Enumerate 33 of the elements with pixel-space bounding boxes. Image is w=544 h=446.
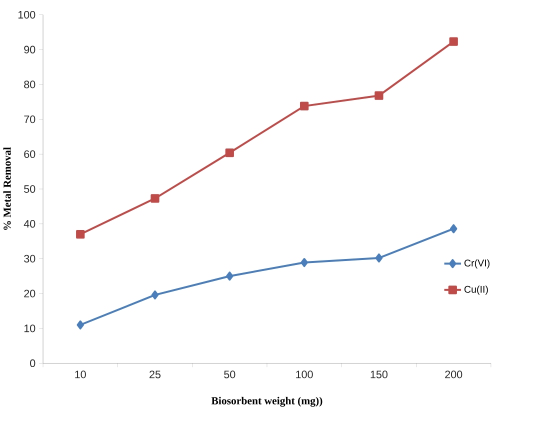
point [226, 272, 234, 281]
y-tick-label: 10 [24, 324, 36, 332]
y-tick-label: 30 [24, 254, 36, 263]
y-axis-title: % Metal Removal [3, 147, 11, 230]
point [449, 37, 458, 46]
point [150, 194, 160, 203]
point [76, 230, 85, 239]
x-tick-label: 25 [150, 370, 161, 378]
point [375, 254, 383, 263]
x-tick-label: 10 [75, 370, 86, 378]
point [374, 91, 384, 100]
y-tick-label: 100 [18, 10, 36, 19]
point [450, 224, 458, 234]
point [76, 320, 84, 330]
y-tick-label: 50 [24, 185, 36, 193]
point [225, 148, 234, 158]
x-axis-title: Biosorbent weight (mg)) [211, 396, 322, 407]
y-tick-label: 60 [24, 150, 36, 158]
legend-label: Cr(VI) [464, 259, 490, 268]
x-tick-label: 50 [224, 370, 236, 378]
x-tick-label: 150 [370, 370, 388, 378]
y-tick-label: 80 [24, 80, 36, 88]
point [300, 102, 309, 110]
y-tick-label: 20 [24, 290, 36, 298]
point [151, 290, 159, 300]
y-tick-label: 40 [24, 220, 36, 228]
y-tick-label: 70 [24, 116, 36, 124]
y-tick-label: 90 [24, 46, 36, 54]
y-tick-label: 0 [30, 359, 36, 368]
legend-label: Cu(II) [464, 286, 488, 295]
x-tick-label: 200 [445, 370, 462, 378]
point [300, 258, 308, 268]
x-tick-label: 100 [296, 370, 313, 378]
